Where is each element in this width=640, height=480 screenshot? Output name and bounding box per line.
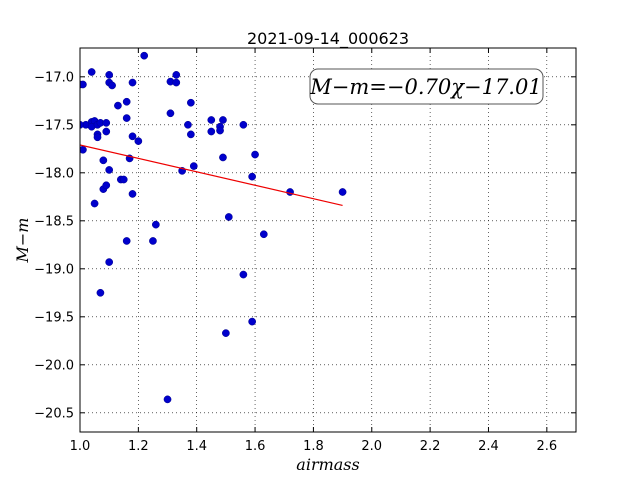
data-point (149, 237, 157, 245)
data-point (248, 172, 256, 181)
data-point (108, 81, 116, 90)
data-point (251, 150, 259, 159)
y-tick-label: −19.0 (34, 262, 74, 277)
data-point (172, 71, 181, 79)
x-tick-label: 1.4 (186, 439, 207, 454)
plot-area (80, 51, 347, 404)
fit-line (80, 144, 343, 207)
x-tick-label: 2.4 (478, 439, 499, 454)
y-tick-label: −17.0 (34, 70, 74, 85)
data-point (207, 116, 216, 124)
x-tick-label: 1.8 (303, 439, 324, 454)
data-point (166, 109, 175, 118)
data-point (248, 317, 256, 326)
y-tick-label: −19.5 (34, 310, 74, 325)
data-point (189, 162, 198, 170)
x-axis-label: airmass (296, 455, 359, 474)
fit-annotation: M−m=−0.70χ−17.01 (309, 68, 544, 105)
data-point (128, 190, 137, 198)
data-point (207, 127, 216, 136)
data-point (219, 116, 227, 124)
data-point (140, 51, 149, 60)
data-point (102, 127, 111, 136)
data-point (239, 270, 248, 279)
x-tick-label: 1.2 (128, 439, 149, 454)
plot-frame (79, 47, 577, 433)
data-point (187, 98, 195, 107)
x-tick-label: 2.2 (420, 439, 441, 454)
x-tick-label: 1.6 (245, 439, 266, 454)
data-point (152, 220, 160, 229)
y-tick-label: −20.0 (34, 358, 74, 373)
data-point (93, 133, 102, 142)
data-point (134, 137, 143, 145)
data-point (163, 395, 172, 404)
data-point (216, 126, 224, 135)
data-point (128, 78, 137, 87)
data-point (122, 237, 131, 245)
x-tick-label: 2.0 (361, 439, 382, 454)
data-point (105, 258, 114, 266)
data-point (172, 78, 181, 87)
data-point (114, 101, 122, 110)
y-tick-label: −20.5 (34, 406, 74, 421)
data-point (222, 329, 230, 337)
data-point (105, 166, 114, 174)
data-point (239, 120, 248, 129)
data-point (80, 80, 87, 89)
y-axis-label: M−m (13, 218, 32, 264)
data-point (128, 132, 137, 141)
data-point (102, 181, 111, 190)
data-point (187, 130, 195, 139)
data-point (99, 156, 108, 165)
chart-title: 2021-09-14_000623 (247, 29, 409, 49)
x-tick-label: 1.0 (70, 439, 91, 454)
data-point (338, 188, 347, 196)
data-point (119, 175, 128, 184)
y-tick-label: −18.5 (34, 214, 74, 229)
data-point (87, 68, 96, 76)
data-point (105, 71, 114, 79)
data-point (259, 230, 268, 239)
data-point (90, 199, 99, 208)
data-point (184, 120, 192, 129)
data-point (96, 288, 105, 297)
annotation-text: M−m=−0.70χ−17.01 (309, 75, 541, 99)
data-point (122, 114, 131, 122)
data-point (122, 97, 131, 106)
data-point (102, 119, 111, 127)
data-point (219, 153, 227, 162)
y-tick-label: −18.0 (34, 166, 74, 181)
y-tick-label: −17.5 (34, 118, 74, 133)
annotation-box (309, 68, 544, 105)
x-tick-label: 2.6 (536, 439, 557, 454)
data-point (224, 213, 233, 221)
